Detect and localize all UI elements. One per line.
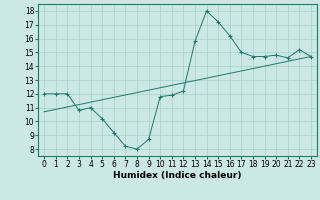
X-axis label: Humidex (Indice chaleur): Humidex (Indice chaleur) [113,171,242,180]
